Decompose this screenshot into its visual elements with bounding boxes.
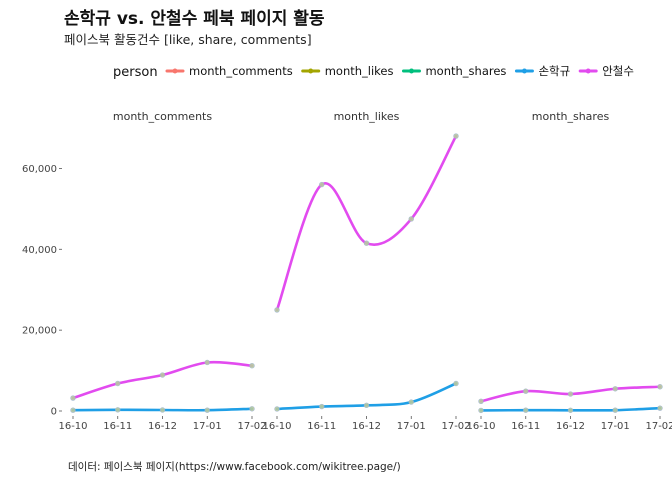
facet-panel-month_comments: month_comments 16-10 16-11 16-12 17-01 17-02 [58, 110, 266, 432]
x-tick-label: 17-02 [237, 421, 266, 432]
series-line-안철수 [275, 134, 458, 312]
data-point [274, 307, 280, 313]
data-point [657, 405, 663, 411]
legend-label: month_shares [425, 64, 506, 78]
data-point [249, 406, 255, 412]
x-tick-label: 16-11 [103, 421, 132, 432]
legend-key-dot [172, 68, 178, 74]
legend-label: month_likes [325, 64, 394, 78]
legend-key-dot [308, 68, 314, 74]
data-point [478, 398, 484, 404]
data-point [319, 403, 325, 410]
y-tick-label: 60,000 [22, 164, 57, 175]
legend-label: 손학규 [538, 64, 570, 78]
x-tick-label: 16-12 [148, 421, 177, 432]
series-line-안철수 [71, 360, 254, 400]
x-tick-label: 16-10 [58, 421, 87, 432]
x-tick-label: 16-11 [511, 421, 540, 432]
chart-title: 손학규 vs. 안철수 페북 페이지 활동 [64, 9, 325, 29]
data-point [159, 372, 166, 378]
data-point [657, 384, 663, 390]
x-tick-label: 16-10 [466, 421, 495, 432]
y-tick-label: 20,000 [22, 326, 57, 337]
x-tick-label: 17-02 [441, 421, 470, 432]
data-point [249, 363, 255, 369]
data-point [612, 386, 618, 392]
legend-entry: month_shares [401, 64, 506, 78]
data-point [70, 395, 76, 401]
data-point [363, 240, 370, 246]
data-point [115, 407, 121, 413]
legend-entry: month_comments [165, 64, 293, 78]
x-tick-label: 17-01 [397, 421, 426, 432]
legend-entry: 안철수 [578, 64, 634, 78]
data-point [408, 399, 414, 405]
facet-panel-month_likes: month_likes 16-10 16-11 16-12 17-01 17-02 [262, 110, 470, 432]
data-point [204, 359, 210, 366]
x-tick-label: 16-10 [262, 421, 291, 432]
chart-subtitle: 페이스북 활동건수 [like, share, comments] [64, 32, 312, 47]
legend-key-dot [585, 68, 591, 74]
chart-caption: 데이터: 페이스북 페이지(https://www.facebook.com/w… [68, 461, 401, 473]
data-point [523, 407, 529, 413]
legend-title: person [113, 65, 158, 80]
legend-label: 안철수 [602, 64, 634, 78]
data-point [567, 407, 574, 413]
legend-key-dot [408, 68, 414, 74]
data-point [523, 388, 529, 394]
data-point [204, 407, 210, 413]
data-point [408, 216, 414, 222]
x-tick-label: 16-12 [352, 421, 381, 432]
x-tick-label: 17-01 [193, 421, 222, 432]
data-point [159, 407, 166, 413]
facet-panel-month_shares: month_shares 16-10 16-11 16-12 17-01 17-02 [466, 110, 672, 432]
y-axis: 0 20,000 40,000 60,000 [22, 164, 62, 418]
data-point [567, 391, 574, 397]
facet-strip-label: month_shares [532, 110, 610, 123]
data-point [319, 181, 325, 188]
data-point [274, 406, 280, 412]
facet-strip-label: month_likes [334, 110, 400, 123]
data-point [612, 407, 618, 413]
x-tick-label: 17-02 [645, 421, 672, 432]
data-point [115, 380, 121, 387]
legend: person month_comments month_likes month_sha… [113, 64, 634, 80]
y-tick-label: 0 [51, 407, 57, 418]
data-point [453, 380, 459, 387]
legend-entry: 손학규 [514, 64, 570, 78]
data-point [478, 407, 484, 414]
data-point [453, 133, 459, 139]
x-tick-label: 17-01 [601, 421, 630, 432]
x-tick-label: 16-12 [556, 421, 585, 432]
data-point [363, 402, 370, 409]
y-tick-label: 40,000 [22, 245, 57, 256]
legend-key-dot [521, 68, 527, 74]
legend-label: month_comments [189, 64, 293, 78]
data-point [70, 407, 76, 413]
facet-strip-label: month_comments [113, 110, 212, 123]
x-tick-label: 16-11 [307, 421, 336, 432]
legend-entry: month_likes [301, 64, 394, 78]
